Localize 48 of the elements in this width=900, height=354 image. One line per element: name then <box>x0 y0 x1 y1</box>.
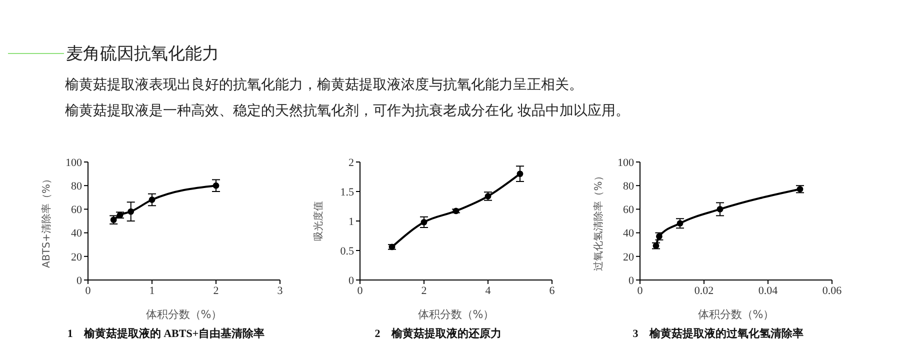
y-tick-label: 100 <box>618 156 634 169</box>
y-tick-label: 100 <box>66 156 82 169</box>
x-tick-label: 6 <box>549 284 556 297</box>
x-tick-label: 0 <box>85 284 92 297</box>
y-tick-label: 60 <box>71 204 82 216</box>
text: 榆黄菇提取液是一种高效、稳定的天然抗氧化剂，可作为抗衰老成分在化 妆品中加以应用。 <box>65 102 630 120</box>
x-tick-label: 0.04 <box>758 284 778 297</box>
y-axis-title: 过氧化氢清除率（%） <box>592 171 605 271</box>
x-axis-title: 体积分数（%） <box>418 308 494 321</box>
point <box>420 218 428 226</box>
y-tick-label: 20 <box>71 251 82 264</box>
y-tick-label: 0 <box>348 274 354 287</box>
text: 1 榆黄菇提取液的 ABTS+自由基清除率 <box>66 326 266 341</box>
point <box>148 196 156 203</box>
x-tick-label: 0 <box>357 284 364 297</box>
x-tick-label: 1 <box>149 284 155 297</box>
y-axis-title: ABTS+清除率（%） <box>40 174 53 268</box>
x-tick-label: 0.06 <box>822 284 842 297</box>
point <box>212 182 220 189</box>
y-axis-title: 吸光度值 <box>312 201 325 241</box>
x-axis-title: 体积分数（%） <box>146 308 222 321</box>
point <box>716 206 724 212</box>
y-tick-label: 0.5 <box>340 245 354 258</box>
y-tick-label: 80 <box>71 180 82 193</box>
text: 3 榆黄菇提取液的过氧化氢清除率 <box>632 326 804 341</box>
x-tick-label: 0 <box>637 284 644 297</box>
y-tick-label: 0 <box>76 274 82 287</box>
text: 麦角硫因抗氧化能力 <box>66 43 219 65</box>
x-tick-label: 2 <box>213 284 219 297</box>
text: 2 榆黄菇提取液的还原力 <box>374 326 502 341</box>
y-tick-label: 40 <box>623 228 634 240</box>
point <box>128 208 134 215</box>
y-tick-label: 2 <box>348 156 354 169</box>
y-tick-label: 1 <box>348 216 354 228</box>
y-tick-label: 80 <box>623 180 634 193</box>
text: 榆黄菇提取液表现出良好的抗氧化能力，榆黄菇提取液浓度与抗氧化能力呈正相关。 <box>65 76 583 94</box>
point <box>516 170 524 177</box>
y-tick-label: 40 <box>71 228 82 240</box>
y-tick-label: 0 <box>628 274 634 287</box>
x-tick-label: 4 <box>485 284 492 297</box>
point <box>676 220 684 227</box>
x-tick-label: 0.02 <box>694 284 714 297</box>
x-axis-title: 体积分数（%） <box>698 308 774 321</box>
x-tick-label: 2 <box>421 284 427 297</box>
y-tick-label: 60 <box>623 204 634 216</box>
y-tick-label: 20 <box>623 251 634 264</box>
y-tick-label: 1.5 <box>340 186 354 198</box>
x-tick-label: 3 <box>277 284 284 297</box>
